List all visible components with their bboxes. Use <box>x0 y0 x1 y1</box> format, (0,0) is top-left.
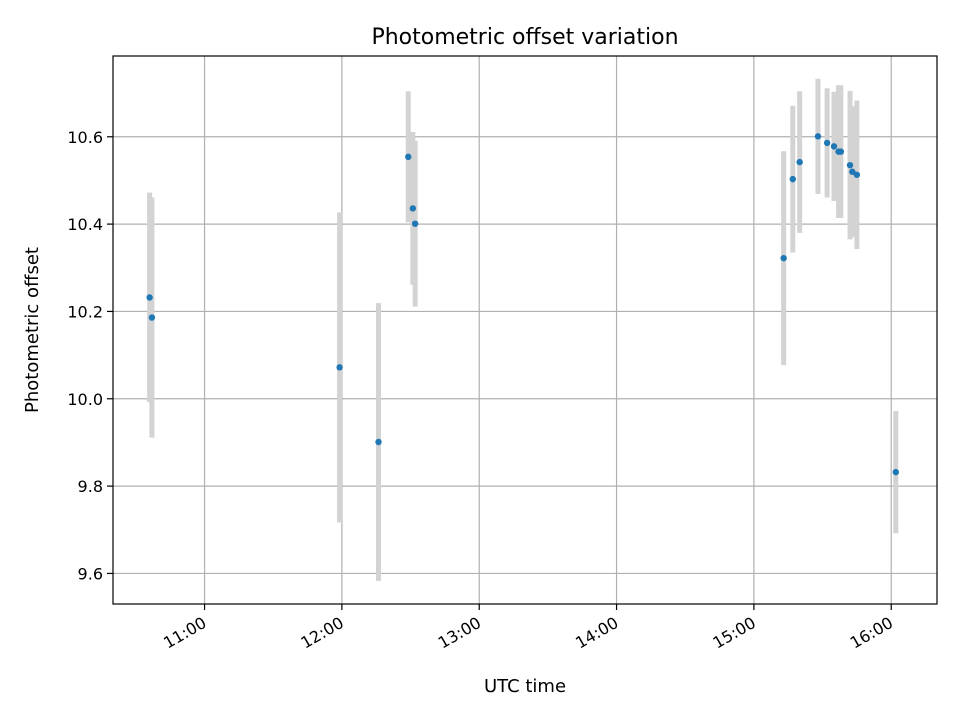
data-point <box>336 364 343 371</box>
plot-frame <box>112 55 938 605</box>
data-point <box>780 254 787 262</box>
y-tick-label: 10.2 <box>67 302 103 321</box>
data-points <box>146 133 899 476</box>
chart-title: Photometric offset variation <box>371 25 678 50</box>
data-point <box>846 161 854 169</box>
data-point <box>892 468 899 476</box>
data-point <box>796 158 803 166</box>
data-point <box>853 171 861 178</box>
data-point <box>789 175 796 183</box>
y-tick-label: 9.8 <box>78 477 103 496</box>
y-axis-label: Photometric offset <box>22 247 43 413</box>
data-point <box>409 205 417 212</box>
y-tick-label: 10.4 <box>67 215 103 234</box>
data-point <box>375 438 382 446</box>
data-point <box>405 153 412 161</box>
data-point <box>849 168 856 175</box>
x-axis-label: UTC time <box>484 676 566 697</box>
y-axis-ticks: 9.6 9.8 10.0 10.2 10.4 10.6 <box>67 128 113 583</box>
data-point <box>146 294 153 301</box>
y-tick-label: 10.0 <box>67 390 103 409</box>
data-point <box>148 314 156 321</box>
data-point <box>837 148 845 155</box>
data-point <box>411 220 419 227</box>
y-tick-label: 10.6 <box>67 128 103 147</box>
data-point <box>830 143 838 150</box>
data-point <box>823 139 831 147</box>
y-tick-label: 9.6 <box>78 564 103 583</box>
data-point <box>814 133 822 140</box>
